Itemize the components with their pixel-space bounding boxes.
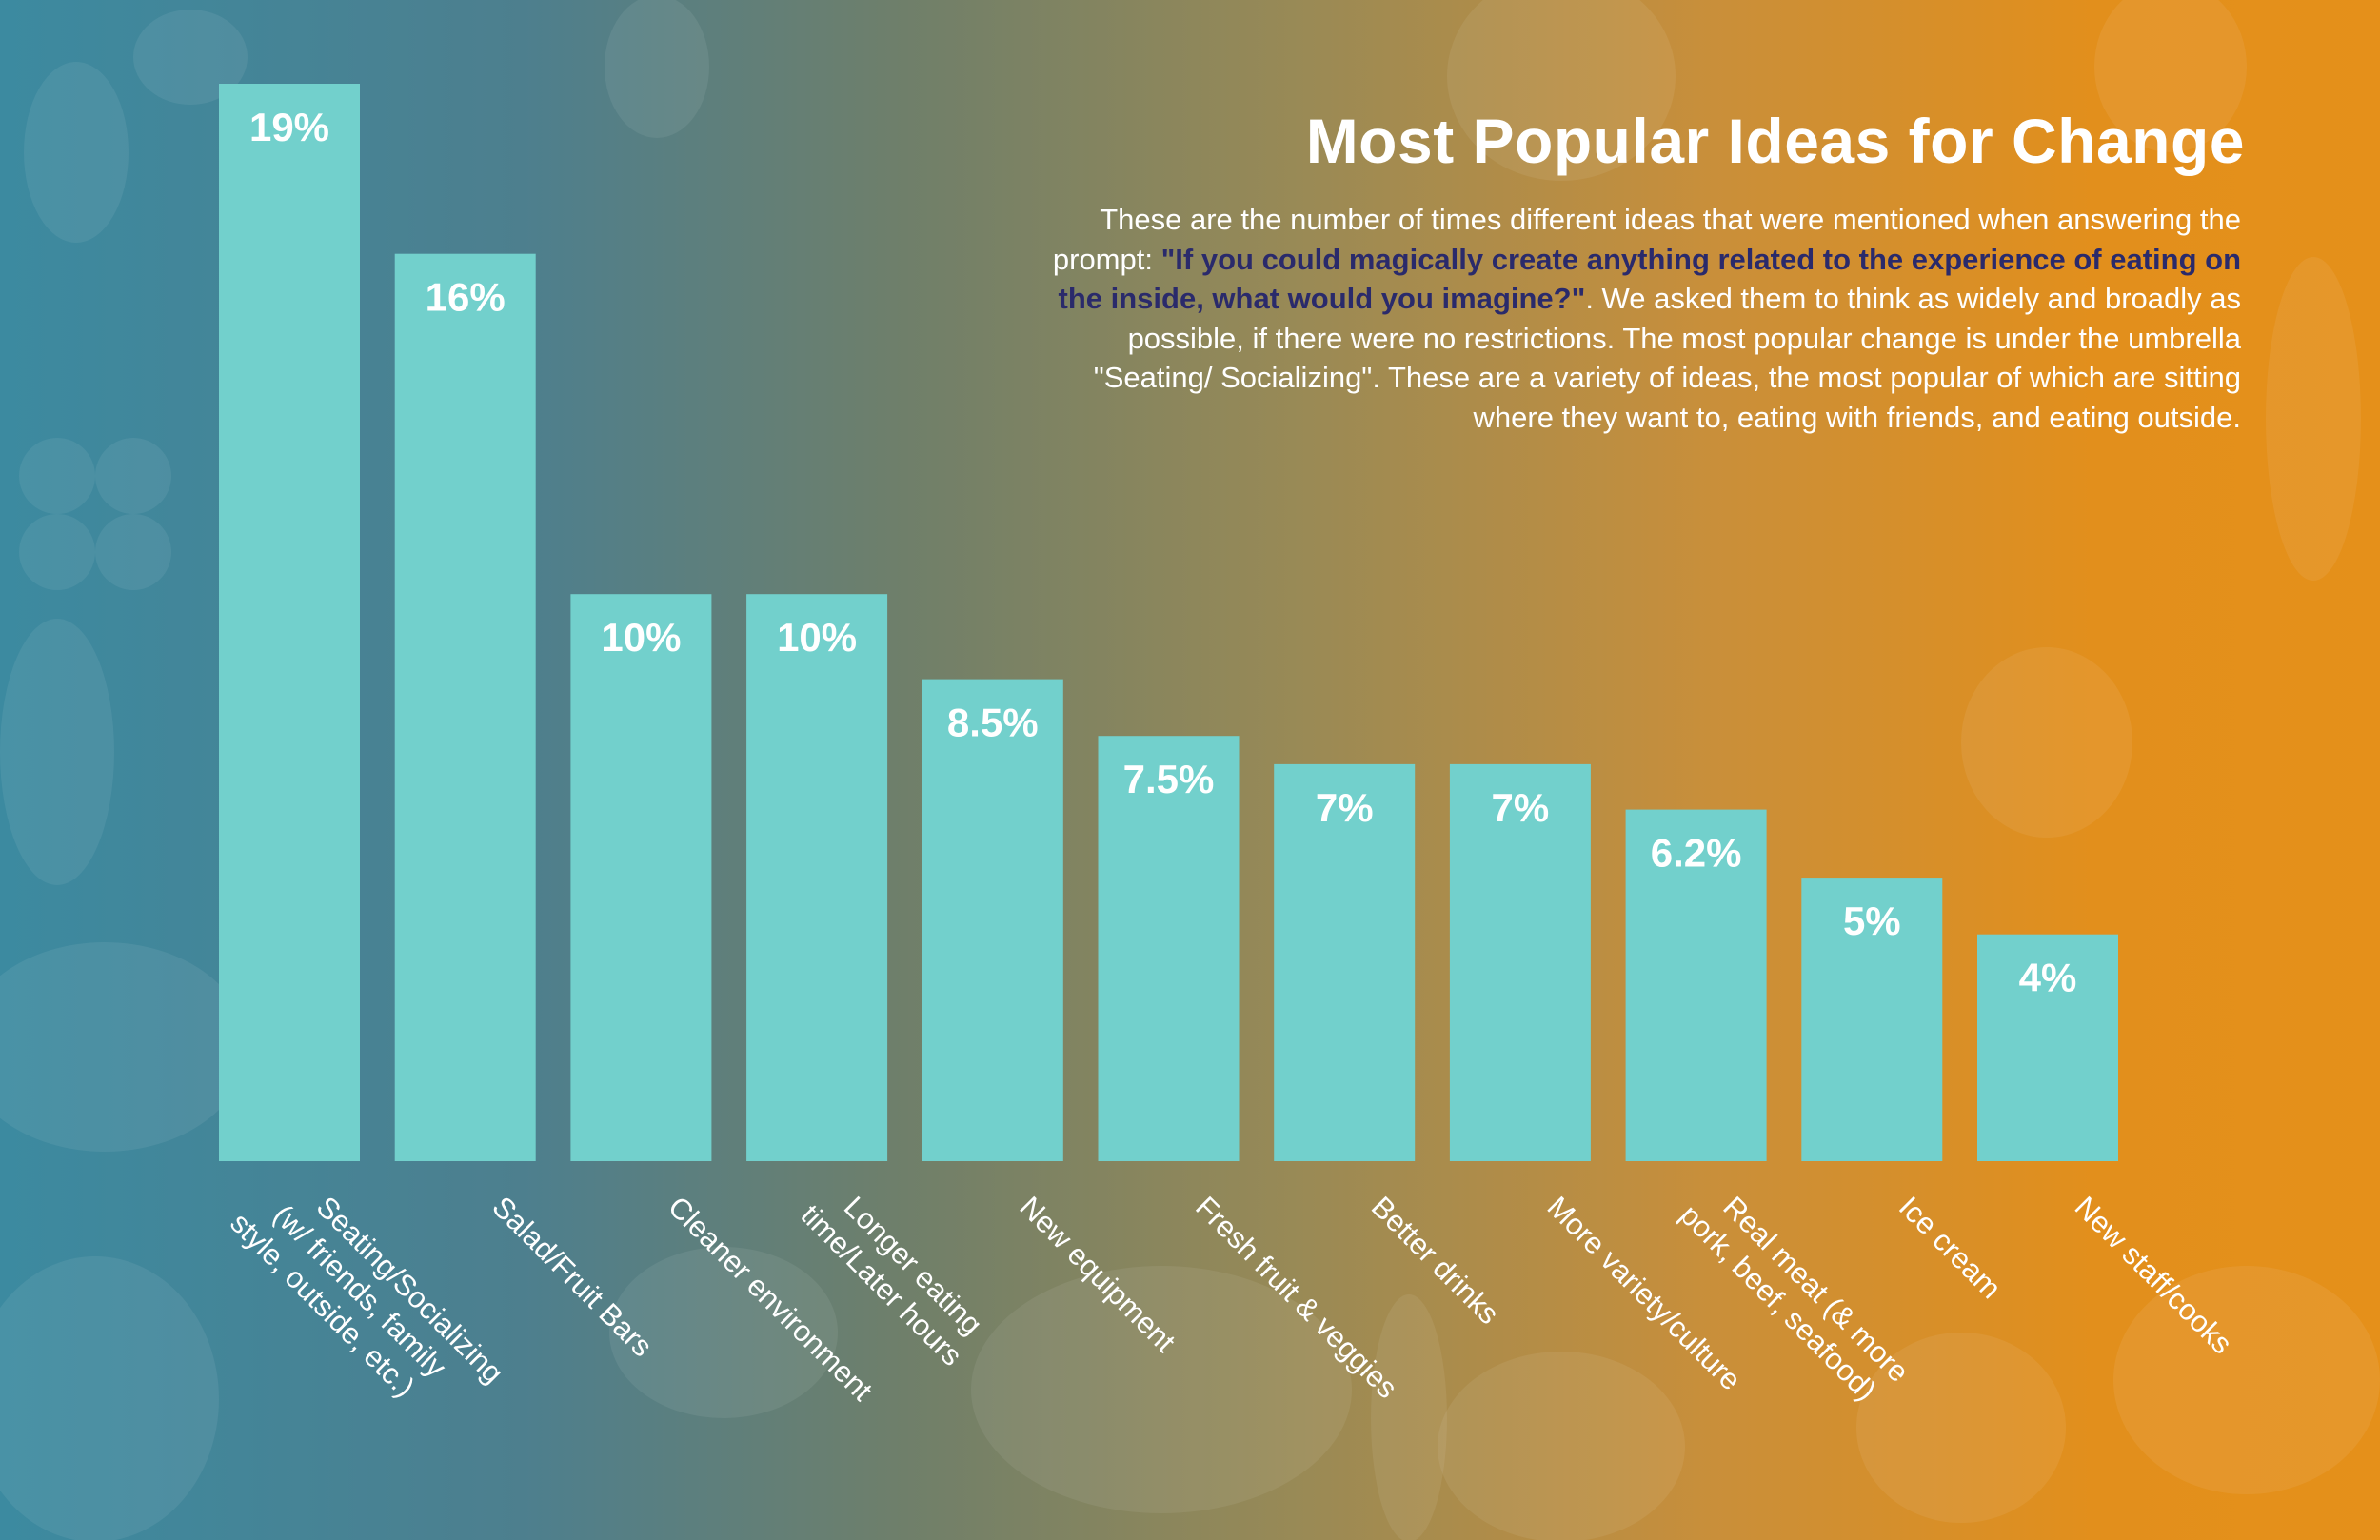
category-label-line: Salad/Fruit Bars: [486, 1190, 659, 1363]
category-label: Ice cream: [1893, 1190, 2008, 1305]
bar: [1274, 763, 1416, 1161]
bar-value-label: 7.5%: [1123, 757, 1215, 801]
bar: [570, 594, 712, 1161]
bar-value-label: 4%: [2019, 956, 2077, 1000]
bar-value-label: 5%: [1843, 898, 1901, 943]
bar: [922, 679, 1063, 1161]
pea-pod-icon: [1371, 1294, 1447, 1540]
description-intro: These are the number of times different …: [1052, 203, 2241, 276]
category-label: New equipment: [1013, 1190, 1181, 1358]
bar: [1625, 809, 1767, 1161]
bar: [1449, 763, 1591, 1161]
strawberry-icon: [605, 0, 709, 138]
category-label-line: Fresh fruit & veggies: [1189, 1190, 1404, 1405]
grape-icon: [19, 514, 95, 590]
category-label: Better drinks: [1365, 1190, 1506, 1331]
chart-description: These are the number of times different …: [1041, 200, 2241, 437]
bars-group: [219, 84, 2118, 1161]
bar: [1801, 878, 1943, 1161]
squash-icon: [971, 1266, 1352, 1513]
bar-value-label: 10%: [777, 615, 857, 660]
bar-value-label: 10%: [601, 615, 681, 660]
category-label: New staff/cooks: [2069, 1190, 2239, 1360]
leaf-icon: [133, 10, 248, 105]
chart-title: Most Popular Ideas for Change: [1305, 106, 2245, 176]
grape-icon: [19, 438, 95, 514]
bar-value-label: 6.2%: [1651, 831, 1742, 876]
pepper-icon: [2094, 0, 2247, 152]
beet-icon: [1961, 647, 2132, 838]
value-labels-group: 19% 16% 10% 10% 8.5% 7.5% 7% 7% 6.2% 5% 4%: [249, 105, 2076, 1000]
lettuce-icon: [1447, 0, 1676, 181]
bar-value-label: 8.5%: [947, 701, 1039, 745]
broccoli-icon: [2113, 1266, 2380, 1494]
bar-value-label: 7%: [1492, 785, 1550, 830]
category-label-line: Ice cream: [1893, 1190, 2008, 1305]
tomato-icon: [1438, 1352, 1685, 1540]
onion-icon: [609, 1247, 838, 1418]
category-labels-group: Seating/Socializing(w/ friends, familyst…: [224, 1155, 2239, 1440]
category-label-line: New equipment: [1013, 1190, 1181, 1358]
grape-icon: [95, 514, 171, 590]
description-outro: . We asked them to think as widely and b…: [1093, 282, 2241, 434]
bar: [1098, 736, 1240, 1161]
category-label: Salad/Fruit Bars: [486, 1190, 659, 1363]
bar-value-label: 7%: [1316, 785, 1374, 830]
bar: [394, 253, 536, 1161]
tomato-icon: [1856, 1333, 2066, 1523]
pumpkin-icon: [0, 942, 248, 1152]
grape-icon: [95, 438, 171, 514]
pepper-icon: [24, 62, 129, 243]
description-quote: "If you could magically create anything …: [1058, 242, 2241, 316]
category-label-line: Better drinks: [1365, 1190, 1506, 1331]
pea-pod-icon: [0, 619, 114, 885]
category-label-line: New staff/cooks: [2069, 1190, 2239, 1360]
category-label: Fresh fruit & veggies: [1189, 1190, 1404, 1405]
category-label: Seating/Socializing(w/ friends, familyst…: [224, 1155, 509, 1440]
bar: [1977, 934, 2118, 1161]
bar-value-label: 19%: [249, 105, 329, 149]
bar-value-label: 16%: [426, 275, 506, 320]
avocado-icon: [0, 1256, 219, 1540]
bar: [746, 594, 888, 1161]
bar: [219, 84, 360, 1161]
carrot-icon: [2266, 257, 2361, 581]
